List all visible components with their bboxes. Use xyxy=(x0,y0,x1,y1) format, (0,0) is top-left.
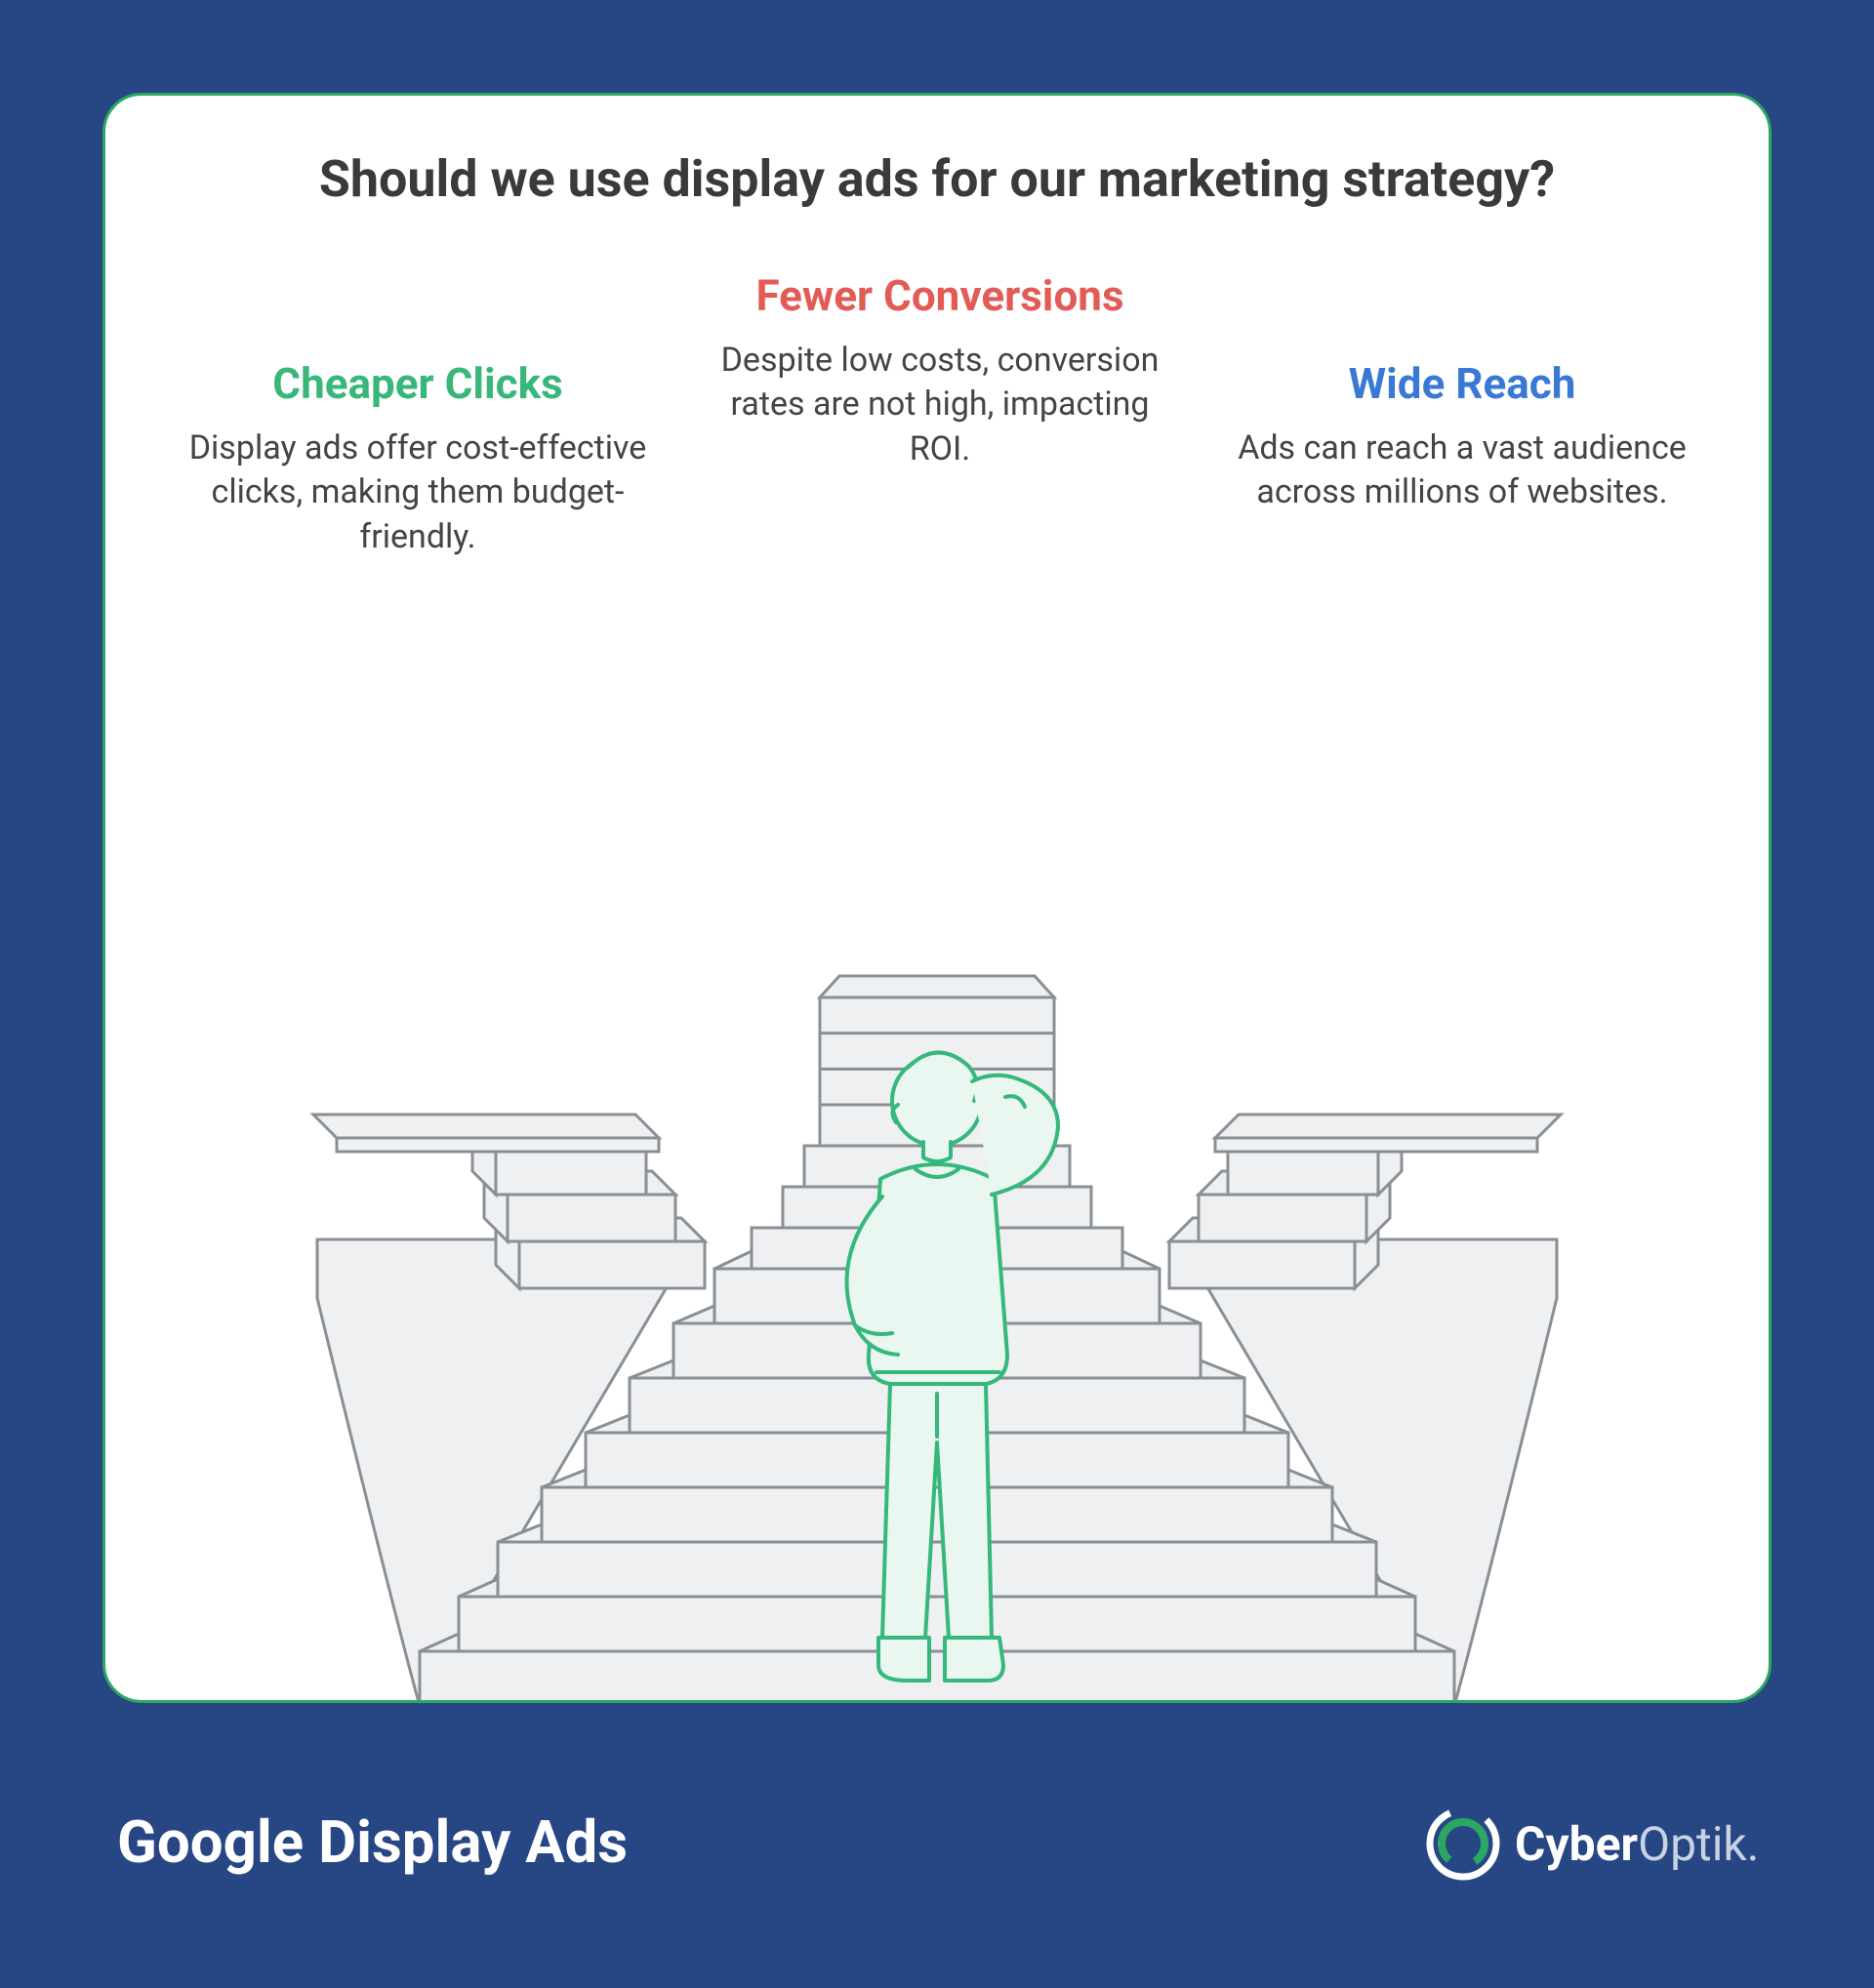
body-cheaper-clicks: Display ads offer cost-effective clicks,… xyxy=(183,426,652,561)
footer-title: Google Display Ads xyxy=(117,1807,628,1877)
logo-text-strong: Cyber xyxy=(1515,1816,1638,1872)
body-fewer-conversions: Despite low costs, conversion rates are … xyxy=(701,339,1179,473)
person-illustration xyxy=(105,1033,1769,1703)
column-fewer-conversions: Fewer Conversions Despite low costs, con… xyxy=(701,271,1179,472)
logo-icon xyxy=(1425,1805,1501,1882)
heading-cheaper-clicks: Cheaper Clicks xyxy=(183,359,652,409)
infographic-canvas: Should we use display ads for our market… xyxy=(0,0,1874,1988)
brand-logo: CyberOptik. xyxy=(1425,1805,1759,1882)
content-card: Should we use display ads for our market… xyxy=(102,93,1772,1703)
main-title: Should we use display ads for our market… xyxy=(105,149,1769,209)
heading-wide-reach: Wide Reach xyxy=(1228,359,1696,409)
logo-text: CyberOptik. xyxy=(1515,1816,1759,1872)
body-wide-reach: Ads can reach a vast audience across mil… xyxy=(1228,426,1696,516)
column-cheaper-clicks: Cheaper Clicks Display ads offer cost-ef… xyxy=(183,359,652,560)
logo-text-light: Optik. xyxy=(1638,1816,1759,1872)
column-wide-reach: Wide Reach Ads can reach a vast audience… xyxy=(1228,359,1696,515)
heading-fewer-conversions: Fewer Conversions xyxy=(701,271,1179,321)
